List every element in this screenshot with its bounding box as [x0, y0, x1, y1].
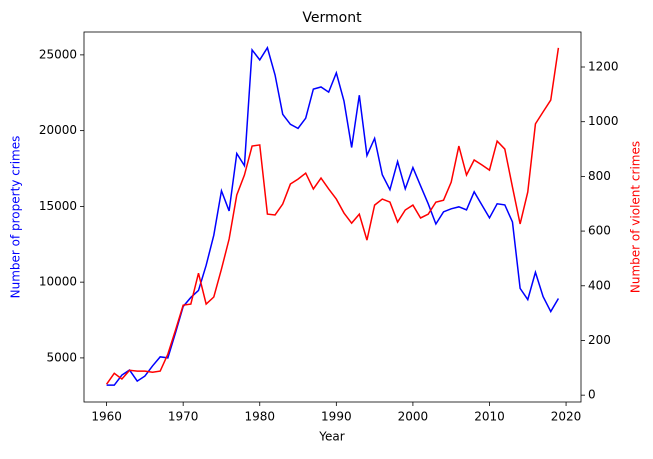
axes-frame — [83, 31, 582, 403]
x-axis-label: Year — [318, 430, 344, 444]
y-tick-label: 25000 — [39, 47, 77, 61]
y-tick-label: 10000 — [39, 275, 77, 289]
series-line — [105, 47, 560, 385]
y2-tick-label: 400 — [588, 278, 611, 292]
y-axis-label: Number of property crimes — [9, 136, 23, 299]
x-tick-label: 1990 — [321, 410, 352, 424]
x-tick-label: 1960 — [91, 410, 122, 424]
y2-tick-label: 600 — [588, 224, 611, 238]
chart-title: Vermont — [302, 10, 362, 26]
y2-axis-label: Number of violent crimes — [629, 141, 643, 293]
x-tick-label: 1970 — [168, 410, 199, 424]
x-tick-label: 2000 — [398, 410, 429, 424]
y-tick-label: 15000 — [39, 199, 77, 213]
y2-tick-label: 1200 — [588, 60, 619, 74]
x-tick-label: 1980 — [244, 410, 275, 424]
y2-tick-label: 200 — [588, 333, 611, 347]
y2-tick-label: 800 — [588, 169, 611, 183]
y2-tick-label: 1000 — [588, 114, 619, 128]
y-tick-label: 5000 — [46, 350, 77, 364]
x-tick-label: 2020 — [551, 410, 582, 424]
y-tick-label: 20000 — [39, 123, 77, 137]
y2-tick-label: 0 — [588, 388, 596, 402]
x-tick-label: 2010 — [474, 410, 505, 424]
